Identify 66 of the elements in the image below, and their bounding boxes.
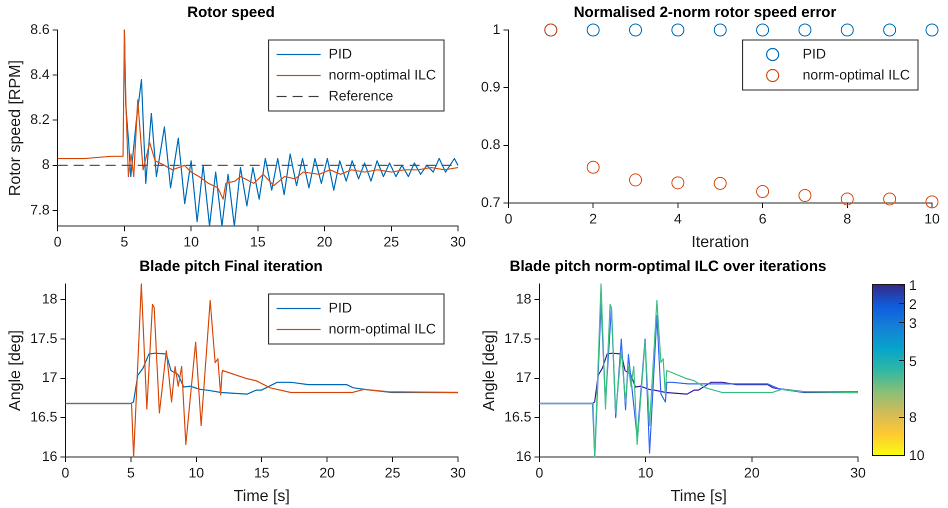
x-tick-label: 10 [638, 464, 654, 480]
y-tick-label: 16 [42, 448, 58, 464]
chart-title: Normalised 2-norm rotor speed error [574, 4, 836, 22]
legend-label: PID [802, 45, 826, 62]
y-tick-label: 8 [42, 156, 50, 172]
x-tick-label: 10 [183, 233, 200, 250]
color-bar-label: 8 [909, 408, 917, 426]
legend-label: norm-optimal ILC [328, 66, 436, 82]
x-tick-label: 15 [250, 233, 266, 250]
color-bar-label: 3 [909, 314, 917, 332]
y-tick-label: 16 [516, 448, 532, 464]
y-tick-label: 0.7 [480, 194, 501, 210]
chart-title: Blade pitch norm-optimal ILC over iterations [510, 258, 826, 276]
x-tick-label: 25 [383, 233, 400, 250]
legend-label: norm-optimal ILC [802, 66, 910, 82]
y-tick-label: 8.4 [30, 66, 50, 82]
x-tick-label: 4 [674, 210, 682, 226]
x-axis-title: Time [s] [670, 488, 727, 505]
y-tick-label: 17.5 [504, 330, 532, 346]
chart-title: Blade pitch Final iteration [139, 258, 323, 276]
y-tick-label: 7.8 [30, 201, 50, 218]
y-axis-title: Angle [deg] [7, 330, 24, 411]
y-tick-label: 16.5 [504, 408, 532, 425]
x-tick-label: 0 [62, 464, 70, 480]
x-tick-label: 8 [843, 210, 852, 226]
x-tick-label: 0 [536, 464, 544, 480]
x-tick-label: 30 [450, 464, 466, 480]
y-tick-label: 8.6 [30, 20, 50, 37]
legend-label: PID [328, 45, 352, 62]
y-tick-label: 17 [516, 369, 532, 386]
x-tick-label: 10 [188, 464, 204, 480]
x-tick-label: 6 [758, 210, 767, 226]
y-tick-label: 18 [42, 290, 58, 307]
x-axis-title: Iteration [691, 234, 750, 251]
x-axis-title: Time [s] [234, 488, 290, 505]
y-tick-label: 17.5 [30, 330, 58, 346]
x-tick-label: 15 [254, 464, 270, 480]
x-tick-label: 20 [319, 464, 336, 480]
legend-label: Reference [328, 87, 394, 104]
x-tick-label: 0 [504, 210, 513, 226]
y-tick-label: 16.5 [30, 408, 58, 425]
y-axis-title: Angle [deg] [481, 330, 498, 411]
y-tick-label: 0.9 [480, 78, 501, 95]
y-tick-label: 17 [42, 369, 58, 386]
color-bar-label: 2 [909, 294, 917, 313]
legend-label: PID [328, 299, 352, 316]
y-tick-label: 1 [492, 20, 501, 37]
legend-label: norm-optimal ILC [328, 320, 436, 336]
x-tick-label: 5 [120, 233, 128, 250]
color-bar-label: 1 [909, 276, 917, 294]
x-tick-label: 20 [744, 464, 760, 480]
x-tick-label: 30 [450, 233, 466, 250]
x-tick-label: 20 [316, 233, 333, 250]
color-bar-label: 10 [909, 446, 925, 464]
x-tick-label: 25 [384, 464, 401, 480]
y-tick-label: 8.2 [30, 111, 50, 128]
x-tick-label: 0 [54, 233, 62, 250]
x-tick-label: 30 [850, 464, 866, 480]
y-tick-label: 18 [516, 290, 532, 307]
x-tick-label: 5 [126, 464, 135, 480]
color-bar-label: 5 [909, 352, 917, 370]
x-tick-label: 10 [924, 210, 940, 226]
chart-title: Rotor speed [187, 4, 275, 22]
y-axis-title: Rotor speed [RPM] [7, 60, 24, 196]
x-tick-label: 2 [589, 210, 598, 226]
y-tick-label: 0.8 [480, 136, 501, 152]
